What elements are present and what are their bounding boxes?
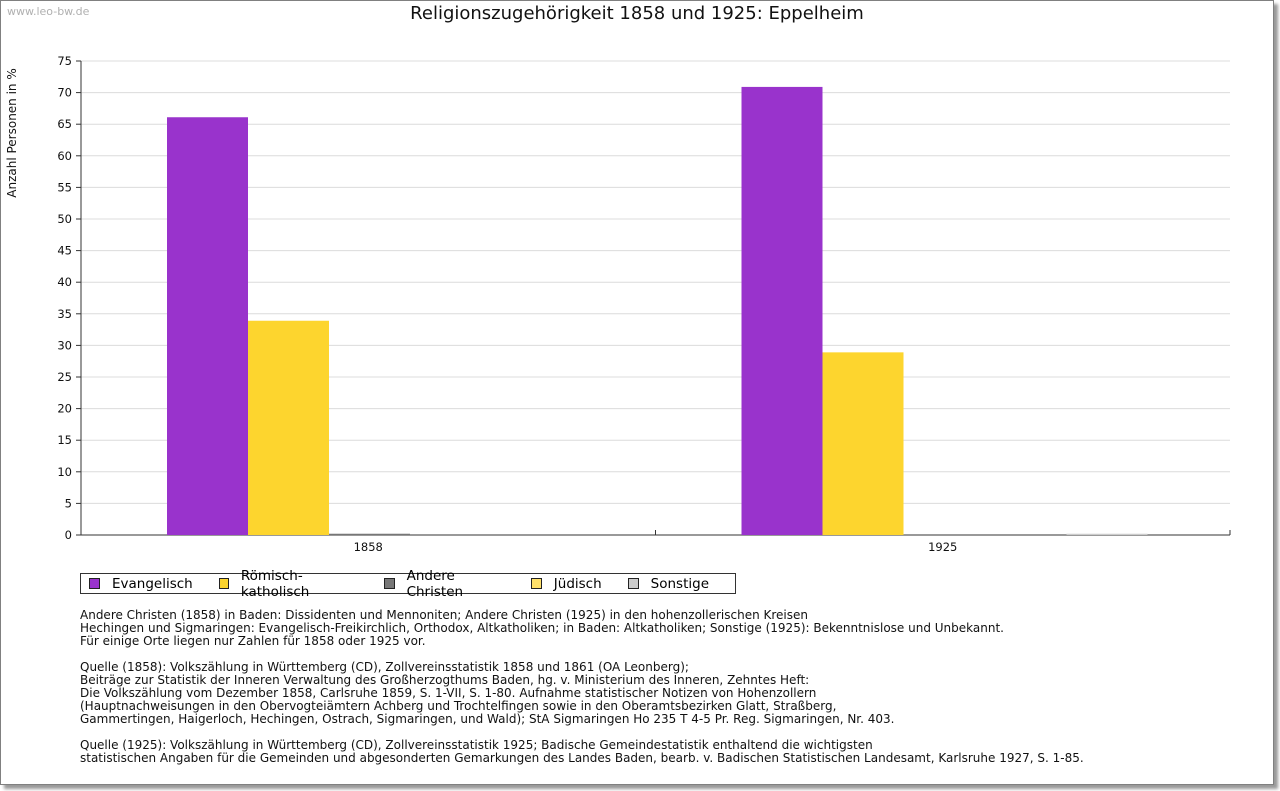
chart-legend: Evangelisch Römisch-katholisch Andere Ch… <box>80 568 736 600</box>
bar-sonstige-1925 <box>1066 533 1148 535</box>
legend-item-roemisch-katholisch: Römisch-katholisch <box>218 567 359 600</box>
bar-r-misch-katholisch-1858 <box>248 320 329 535</box>
note-paragraph-source-1858: Quelle (1858): Volkszählung in Württembe… <box>80 660 895 726</box>
y-tick-label: 65 <box>57 117 72 131</box>
legend-swatch-juedisch <box>530 578 542 589</box>
y-tick-label: 35 <box>57 307 72 321</box>
legend-item-juedisch: Jüdisch <box>530 575 602 592</box>
legend-swatch-roemisch-katholisch <box>218 578 229 589</box>
bar-r-misch-katholisch-1925 <box>822 352 904 535</box>
y-tick-label: 70 <box>57 86 72 100</box>
y-tick-label: 10 <box>57 465 72 479</box>
chart-notes: Andere Christen (1858) in Baden: Disside… <box>80 609 1230 778</box>
y-tick-label: 5 <box>65 496 72 510</box>
legend-item-andere-christen: Andere Christen <box>384 568 504 600</box>
y-axis-label: Anzahl Personen in % <box>5 68 19 198</box>
note-paragraph-source-1925: Quelle (1925): Volkszählung in Württembe… <box>80 738 1084 765</box>
legend-label-roemisch-katholisch: Römisch-katholisch <box>240 567 310 600</box>
legend-item-evangelisch: Evangelisch <box>89 576 193 592</box>
legend-swatch-evangelisch <box>89 578 100 589</box>
legend-label-andere-christen: Andere Christen <box>406 567 464 600</box>
y-tick-label: 45 <box>57 244 72 258</box>
note-paragraph-definitions: Andere Christen (1858) in Baden: Disside… <box>80 608 1004 648</box>
legend-swatch-andere-christen <box>384 578 395 589</box>
legend-label-sonstige: Sonstige <box>650 575 709 592</box>
bar-evangelisch-1925 <box>741 86 823 536</box>
y-tick-label: 15 <box>57 433 72 447</box>
y-tick-label: 0 <box>65 528 72 542</box>
y-tick-label: 60 <box>57 149 72 163</box>
legend-label-juedisch: Jüdisch <box>553 575 602 592</box>
x-tick-label: 1858 <box>354 540 383 554</box>
y-tick-label: 75 <box>57 54 72 68</box>
legend-swatch-sonstige <box>627 578 639 589</box>
chart-title: Religionszugehörigkeit 1858 und 1925: Ep… <box>410 3 864 24</box>
y-tick-label: 30 <box>57 338 72 352</box>
y-tick-label: 40 <box>57 275 72 289</box>
legend-item-sonstige: Sonstige <box>627 575 709 592</box>
y-tick-label: 25 <box>57 370 72 384</box>
watermark: www.leo-bw.de <box>7 5 90 18</box>
y-tick-label: 50 <box>57 212 72 226</box>
y-tick-label: 55 <box>57 180 72 194</box>
bar-evangelisch-1858 <box>167 117 248 536</box>
x-tick-label: 1925 <box>928 540 957 554</box>
legend-label-evangelisch: Evangelisch <box>112 575 193 592</box>
chart-area: 0 5 10 15 20 25 30 35 40 45 50 55 60 65 70 75 Anzahl Per… <box>5 54 1231 554</box>
y-tick-label: 20 <box>57 402 72 416</box>
bar-andere-christen-1858 <box>329 533 410 535</box>
